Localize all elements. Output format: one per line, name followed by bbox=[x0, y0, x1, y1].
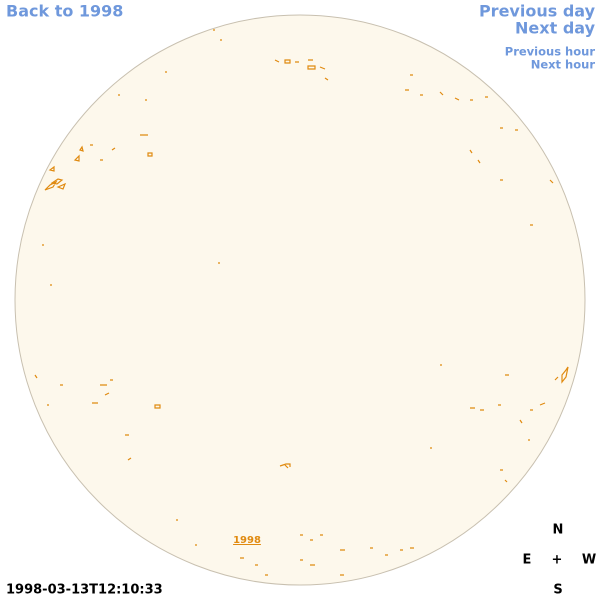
previous-day-link[interactable]: Previous day bbox=[479, 2, 596, 21]
active-regions bbox=[34, 29, 569, 576]
compass-north: N bbox=[553, 523, 564, 538]
back-link[interactable]: Back to 1998 bbox=[6, 2, 123, 21]
compass-east: E bbox=[523, 553, 532, 568]
next-hour-link[interactable]: Next hour bbox=[531, 58, 596, 72]
compass-center: + bbox=[552, 553, 563, 568]
previous-hour-link[interactable]: Previous hour bbox=[505, 45, 596, 59]
next-day-link[interactable]: Next day bbox=[515, 19, 596, 38]
solar-disk bbox=[14, 14, 586, 586]
year-label[interactable]: 1998 bbox=[233, 535, 261, 546]
timestamp: 1998-03-13T12:10:33 bbox=[6, 583, 163, 598]
compass-south: S bbox=[553, 583, 562, 598]
compass-west: W bbox=[582, 553, 596, 568]
